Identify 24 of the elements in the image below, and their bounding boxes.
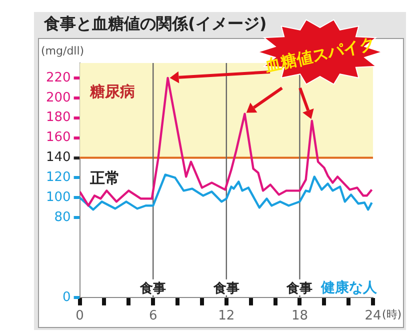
y-tick-label: 180 xyxy=(46,110,71,126)
ref-line-label: 食事 xyxy=(286,281,313,296)
chart-title: 食事と血糖値の関係(イメージ) xyxy=(44,14,267,35)
y-tick-label: 100 xyxy=(46,190,71,206)
annotation: 正常 xyxy=(88,169,120,188)
y-tick-label: 120 xyxy=(46,170,71,186)
y-axis-title: (mg/dll) xyxy=(41,44,84,58)
y-tick-label: 220 xyxy=(46,70,71,86)
y-tick-label: 160 xyxy=(46,130,71,146)
text: 健康な人 xyxy=(320,279,378,296)
band-label: 糖尿病 xyxy=(88,82,135,100)
y-tick-label: 0 xyxy=(62,290,71,305)
x-tick-label: 6 xyxy=(148,308,158,324)
y-tick-label: 140 xyxy=(46,150,71,166)
y-tick-label: 80 xyxy=(54,210,71,225)
x-tick-label: 18 xyxy=(291,308,308,324)
y-tick-label: 200 xyxy=(46,90,71,106)
x-axis-title: (時) xyxy=(382,308,402,321)
x-tick-label: 12 xyxy=(218,308,235,324)
annotation: 血糖値スパイク xyxy=(262,34,377,76)
ref-line-label: 食事 xyxy=(212,281,240,296)
ref-line-label: 食事 xyxy=(139,281,166,296)
x-tick-label: 24 xyxy=(364,308,382,324)
x-tick-label: 0 xyxy=(76,308,84,324)
